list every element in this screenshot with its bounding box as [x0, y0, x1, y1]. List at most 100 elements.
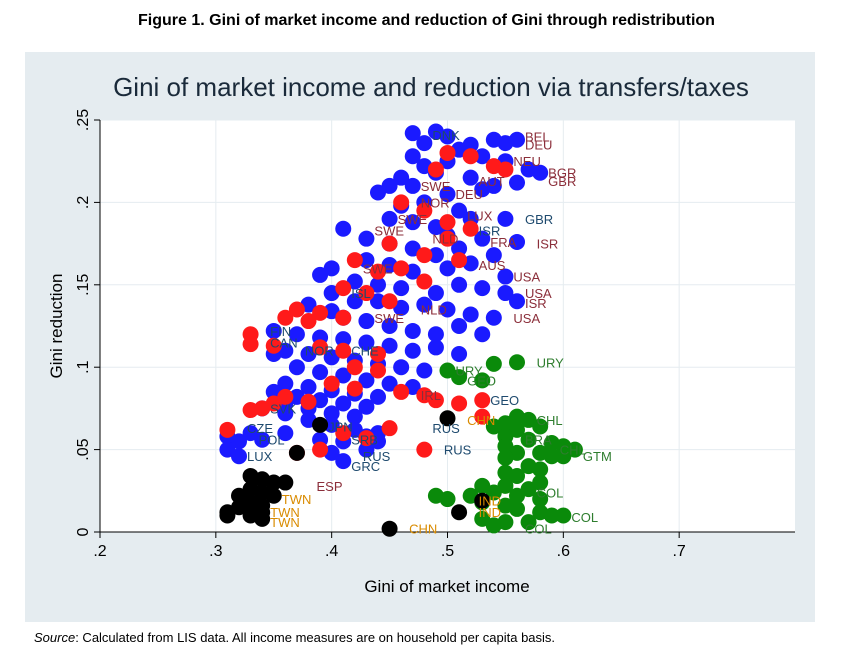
figure-title: Figure 1. Gini of market income and redu…	[138, 12, 715, 29]
data-point-red	[370, 263, 386, 280]
data-point-red	[497, 161, 514, 178]
data-point-red	[335, 425, 352, 442]
data-point-red	[462, 148, 479, 165]
data-point-blue	[427, 326, 444, 343]
point-label: CHE	[351, 344, 379, 359]
point-label: CHN	[409, 522, 437, 537]
data-point-blue	[497, 210, 514, 227]
data-point-red	[300, 313, 317, 330]
data-point-blue	[346, 408, 363, 425]
y-axis-label: Gini reduction	[47, 274, 66, 379]
data-point-blue	[497, 268, 514, 285]
data-point-red	[474, 392, 491, 409]
data-point-blue	[427, 339, 444, 356]
data-point-blue	[451, 202, 468, 219]
y-tick-label: .05	[75, 438, 92, 460]
data-point-red	[312, 304, 329, 321]
data-point-blue	[497, 285, 514, 302]
data-point-blue	[335, 453, 352, 470]
data-point-blue	[370, 293, 386, 310]
data-point-red	[242, 336, 259, 353]
point-label: SWE	[398, 212, 428, 227]
point-label: GEO	[467, 373, 496, 388]
data-point-black	[439, 410, 456, 427]
data-point-red	[451, 252, 468, 269]
data-point-blue	[277, 425, 294, 442]
point-label: SWE	[421, 179, 451, 194]
data-point-blue	[370, 184, 386, 201]
data-point-blue	[404, 240, 421, 257]
scatter-chart: Gini of market income and reduction via …	[25, 52, 815, 622]
data-point-red	[358, 285, 375, 302]
caption-source-label: Source	[34, 630, 76, 645]
data-point-black	[254, 510, 271, 527]
data-point-red	[300, 393, 317, 410]
data-point-blue	[358, 230, 375, 247]
data-point-blue	[439, 260, 456, 277]
data-point-red	[335, 309, 352, 326]
point-label: AUT	[479, 174, 505, 189]
data-point-blue	[404, 177, 421, 194]
data-point-blue	[358, 313, 375, 330]
data-point-red	[427, 161, 444, 178]
data-point-green	[474, 510, 491, 527]
data-point-red	[427, 392, 444, 409]
data-point-green	[543, 507, 560, 524]
data-point-red	[439, 144, 456, 161]
y-tick-label: .15	[75, 274, 92, 296]
data-point-blue	[288, 326, 305, 343]
point-label: SVK	[270, 401, 296, 416]
data-point-green	[485, 517, 502, 534]
point-label: SWE	[374, 223, 404, 238]
point-label: TWN	[282, 492, 312, 507]
data-point-blue	[288, 359, 305, 376]
data-point-blue	[485, 309, 502, 326]
point-label: GTM	[583, 449, 612, 464]
point-label: IRL	[421, 388, 441, 403]
point-label: NOR	[305, 344, 334, 359]
point-label: NEU	[513, 154, 540, 169]
x-tick-label: .7	[672, 543, 685, 560]
data-point-blue	[335, 395, 352, 412]
point-label: USA	[513, 311, 540, 326]
data-point-blue	[219, 441, 236, 458]
data-point-blue	[509, 233, 525, 250]
point-label: CHL	[537, 413, 563, 428]
data-point-green	[520, 411, 537, 428]
y-tick-label: .1	[75, 360, 92, 373]
point-label: COL	[571, 510, 598, 525]
data-point-blue	[335, 367, 352, 384]
point-label: FIN	[270, 324, 291, 339]
data-point-red	[393, 194, 410, 211]
chart-title: Gini of market income and reduction via …	[113, 72, 749, 102]
data-point-blue	[358, 398, 375, 415]
data-point-blue	[416, 296, 433, 313]
data-point-blue	[427, 247, 444, 264]
point-label: GBR	[548, 174, 576, 189]
data-point-red	[265, 337, 282, 354]
data-point-blue	[509, 131, 525, 148]
point-label: CHN	[467, 413, 495, 428]
point-label: ESP	[317, 479, 343, 494]
data-point-blue	[474, 181, 491, 198]
data-point-blue	[323, 405, 340, 422]
point-label: GEO	[490, 393, 519, 408]
point-label: SWE	[363, 261, 393, 276]
data-point-red	[416, 441, 433, 458]
data-point-red	[462, 220, 479, 237]
data-point-blue	[346, 273, 363, 290]
data-point-blue	[462, 306, 479, 323]
data-point-green	[497, 449, 514, 466]
point-label: RUS	[363, 449, 391, 464]
point-label: IND	[479, 494, 501, 509]
data-point-black	[381, 520, 398, 537]
data-point-blue	[323, 260, 340, 277]
figure-caption: Source: Calculated from LIS data. All in…	[34, 630, 555, 645]
data-point-blue	[231, 433, 247, 450]
point-label: BEL	[525, 129, 550, 144]
data-point-blue	[254, 431, 271, 448]
point-label: RUS	[444, 443, 472, 458]
data-point-red	[346, 252, 363, 269]
x-tick-label: .6	[557, 543, 570, 560]
